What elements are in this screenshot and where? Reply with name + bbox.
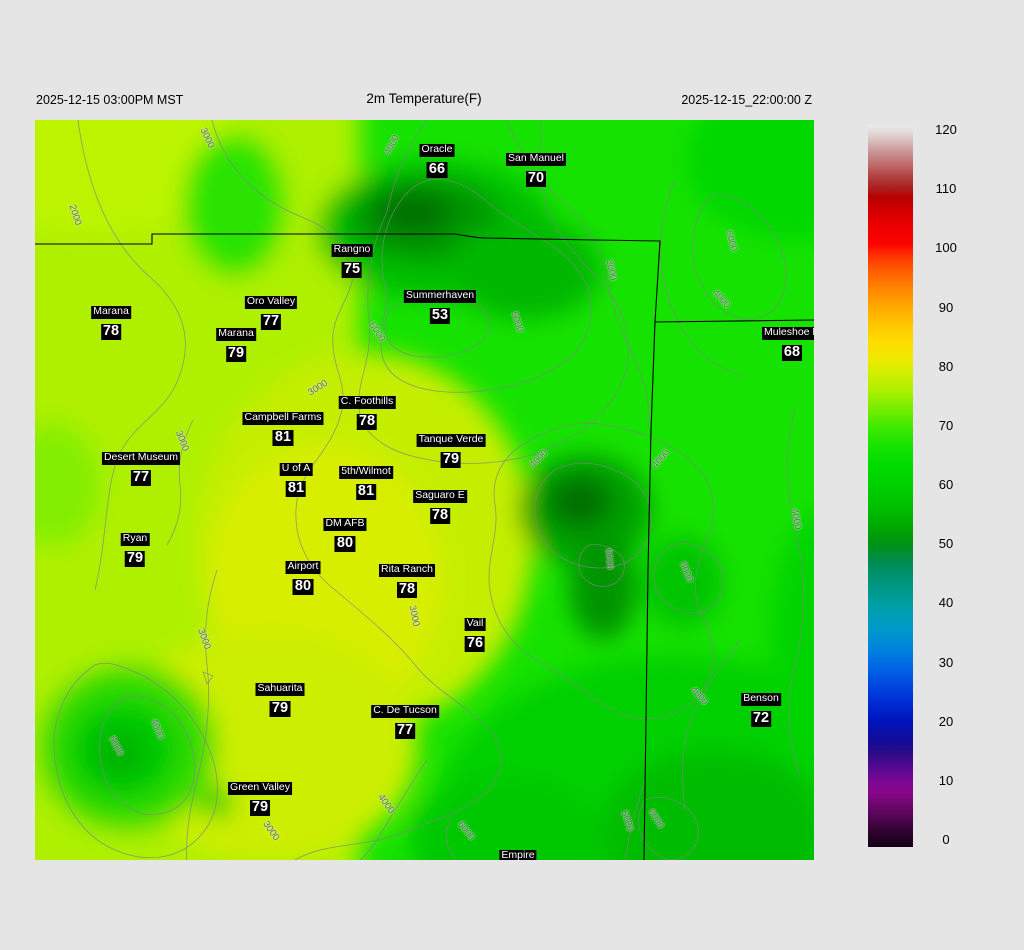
station-label: Summerhaven 53 xyxy=(403,285,477,325)
station-name: C. Foothills xyxy=(338,395,396,409)
station-label: Ryan 79 xyxy=(120,528,150,568)
station-temperature: 78 xyxy=(429,507,451,525)
station-label: Sahuarita 79 xyxy=(255,678,305,718)
station-temperature: 77 xyxy=(260,313,282,331)
colorbar-tick: 70 xyxy=(938,417,954,433)
station-label: Green Valley 79 xyxy=(228,777,292,817)
station-label: Marana 79 xyxy=(216,323,256,363)
station-label: Marana 78 xyxy=(91,301,131,341)
station-label: Rita Ranch 78 xyxy=(379,559,435,599)
station-label: Benson 72 xyxy=(741,688,781,728)
colorbar-tick: 0 xyxy=(942,832,950,847)
station-label: Vail 76 xyxy=(464,613,486,653)
station-name: Desert Museum xyxy=(101,451,181,465)
colorbar-tick: 20 xyxy=(938,713,954,729)
station-temperature: 66 xyxy=(426,161,448,179)
station-name: Summerhaven xyxy=(403,289,477,303)
station-name: Benson xyxy=(741,692,781,706)
timestamp-local: 2025-12-15 03:00PM MST xyxy=(36,93,184,107)
station-temperature: 81 xyxy=(272,429,294,447)
station-name: Campbell Farms xyxy=(242,411,324,425)
station-label: Muleshoe R 68 xyxy=(761,322,814,362)
county-borders xyxy=(35,233,814,860)
colorbar-tick-labels: 120 110 100 90 80 70 60 50 40 30 20 10 0 xyxy=(926,0,986,950)
station-label: Empire xyxy=(499,845,537,860)
station-label: Tanque Verde 79 xyxy=(416,429,486,469)
station-label: Saguaro E 78 xyxy=(413,485,467,525)
station-label: San Manuel 70 xyxy=(505,148,567,188)
station-temperature: 77 xyxy=(394,722,416,740)
station-name: Marana xyxy=(216,327,256,341)
station-temperature: 53 xyxy=(429,307,451,325)
station-temperature: 81 xyxy=(355,483,377,501)
contour-elevation-label: 6000 xyxy=(602,547,616,571)
station-name: Oro Valley xyxy=(244,295,298,309)
station-label: Campbell Farms 81 xyxy=(242,407,324,447)
station-name: Green Valley xyxy=(228,781,292,795)
station-name: Marana xyxy=(91,305,131,319)
colorbar-tick: 60 xyxy=(938,477,954,492)
station-name: Saguaro E xyxy=(413,489,467,503)
station-temperature: 68 xyxy=(781,344,803,362)
colorbar-tick: 40 xyxy=(938,595,954,611)
colorbar-tick: 100 xyxy=(935,240,957,256)
temperature-colorbar xyxy=(868,125,913,847)
station-label: Oro Valley 77 xyxy=(244,291,298,331)
station-label: C. De Tucson 77 xyxy=(371,700,439,740)
station-temperature: 79 xyxy=(269,700,291,718)
station-name: Airport xyxy=(285,560,321,574)
station-temperature: 79 xyxy=(440,451,462,469)
station-temperature: 78 xyxy=(356,413,378,431)
station-label: Oracle 66 xyxy=(419,139,455,179)
station-temperature: 78 xyxy=(100,323,122,341)
station-temperature: 75 xyxy=(341,261,363,279)
station-name: Rita Ranch xyxy=(379,563,435,577)
station-name: Rangno xyxy=(331,243,373,257)
colorbar-tick: 50 xyxy=(938,536,954,552)
colorbar-tick: 120 xyxy=(935,122,957,137)
station-temperature: 70 xyxy=(525,170,547,188)
station-label: Airport 80 xyxy=(285,556,321,596)
station-name: Vail xyxy=(464,617,486,631)
station-temperature: 80 xyxy=(334,535,356,553)
station-name: Muleshoe R xyxy=(761,326,814,340)
colorbar-tick: 110 xyxy=(935,181,957,197)
station-temperature: 79 xyxy=(124,550,146,568)
station-temperature: 78 xyxy=(396,581,418,599)
station-label: Rangno 75 xyxy=(331,239,373,279)
station-name: Empire xyxy=(499,849,537,860)
station-name: Sahuarita xyxy=(255,682,305,696)
colorbar-tick: 80 xyxy=(938,358,954,374)
station-temperature: 80 xyxy=(292,578,314,596)
station-temperature: 79 xyxy=(249,799,271,817)
station-temperature: 81 xyxy=(285,480,307,498)
station-name: San Manuel xyxy=(505,152,567,166)
station-name: 5th/Wilmot xyxy=(339,465,393,479)
station-temperature: 77 xyxy=(130,469,152,487)
station-name: DM AFB xyxy=(323,517,367,531)
station-name: U of A xyxy=(279,462,313,476)
station-temperature: 72 xyxy=(750,710,772,728)
station-name: Oracle xyxy=(419,143,455,157)
timestamp-utc: 2025-12-15_22:00:00 Z xyxy=(681,93,812,107)
station-temperature: 79 xyxy=(225,345,247,363)
station-name: C. De Tucson xyxy=(371,704,439,718)
station-name: Tanque Verde xyxy=(416,433,486,447)
station-name: Ryan xyxy=(120,532,150,546)
temperature-map: Oracle 66 San Manuel 70 Rangno 75 Oro Valley 77… xyxy=(35,120,814,860)
station-label: Desert Museum 77 xyxy=(101,447,181,487)
colorbar-tick: 90 xyxy=(938,299,954,315)
elevation-contours xyxy=(53,120,804,860)
colorbar-tick: 10 xyxy=(938,772,954,788)
station-temperature: 76 xyxy=(464,635,486,653)
station-label: DM AFB 80 xyxy=(323,513,367,553)
station-label: U of A 81 xyxy=(279,458,313,498)
map-title: 2m Temperature(F) xyxy=(366,91,482,106)
colorbar-tick: 30 xyxy=(938,654,954,670)
station-label: C. Foothills 78 xyxy=(338,391,396,431)
station-label: 5th/Wilmot 81 xyxy=(339,461,393,501)
